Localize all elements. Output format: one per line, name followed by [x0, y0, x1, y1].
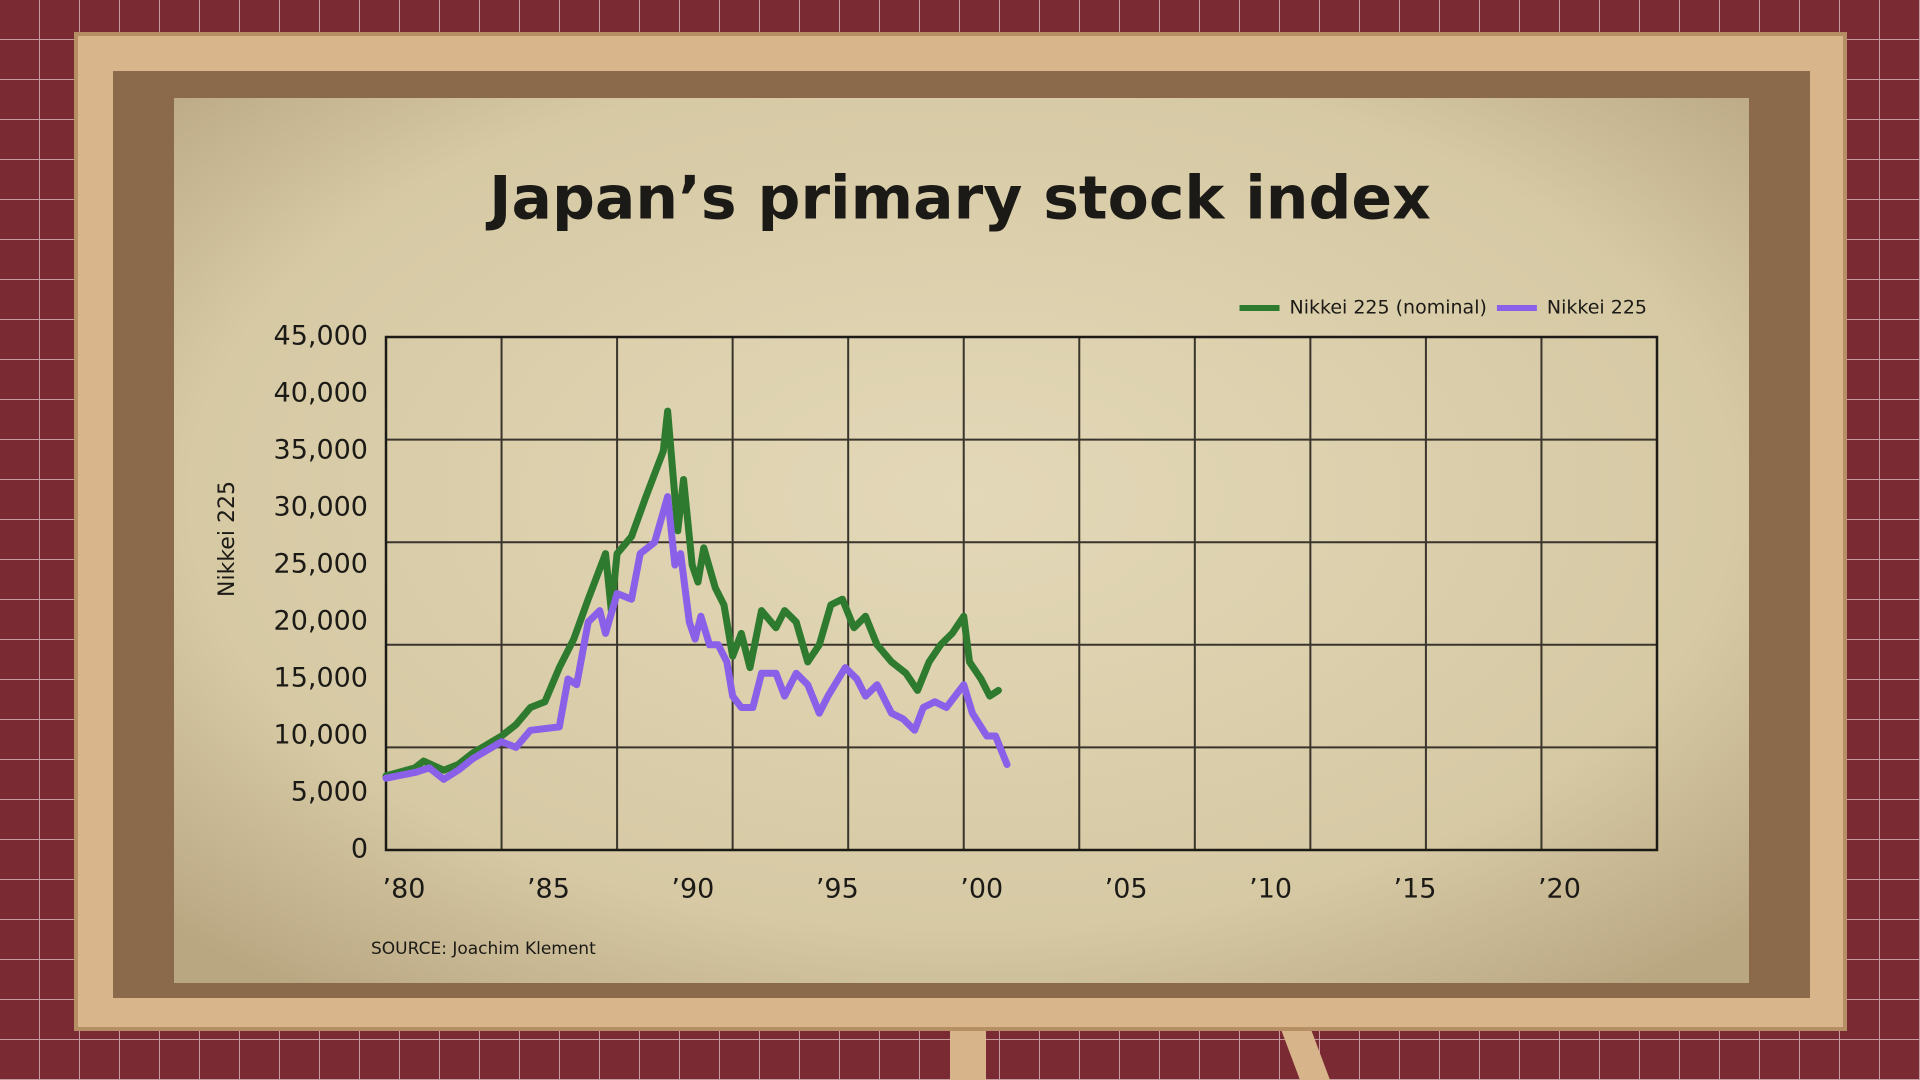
- y-tick-label: 5,000: [291, 777, 368, 808]
- legend-label: Nikkei 225 (nominal): [1290, 297, 1487, 319]
- y-tick-label: 25,000: [274, 549, 368, 580]
- x-tick-label: ’95: [816, 874, 859, 905]
- y-tick-label: 10,000: [274, 720, 368, 751]
- y-tick-label: 35,000: [274, 435, 368, 466]
- source-note: SOURCE: Joachim Klement: [371, 939, 596, 959]
- y-tick-label: 40,000: [274, 378, 368, 409]
- x-tick-label: ’80: [383, 874, 426, 905]
- legend-label: Nikkei 225: [1547, 297, 1647, 319]
- x-tick-label: ’05: [1105, 874, 1148, 905]
- paper: [174, 98, 1749, 983]
- y-tick-label: 20,000: [274, 606, 368, 637]
- plot-area: 0 5,000 10,000 15,000 20,000 25,000 30,000 35,0…: [274, 297, 1659, 905]
- y-tick-label: 0: [351, 834, 368, 865]
- y-tick-label: 15,000: [274, 663, 368, 694]
- x-tick-label: ’00: [960, 874, 1003, 905]
- y-tick-label: 30,000: [274, 492, 368, 523]
- x-tick-label: ’90: [671, 874, 714, 905]
- y-axis-label: Nikkei 225: [215, 481, 240, 597]
- x-tick-label: ’20: [1538, 874, 1581, 905]
- series-line: [382, 493, 1011, 783]
- plot-border: [384, 335, 1659, 852]
- x-tick-label: ’15: [1394, 874, 1437, 905]
- x-tick-label: ’10: [1249, 874, 1292, 905]
- series-line: [382, 407, 1002, 780]
- x-tick-label: ’85: [527, 874, 570, 905]
- y-tick-label: 45,000: [274, 321, 368, 352]
- chart-title: Japan’s primary stock index: [485, 164, 1431, 234]
